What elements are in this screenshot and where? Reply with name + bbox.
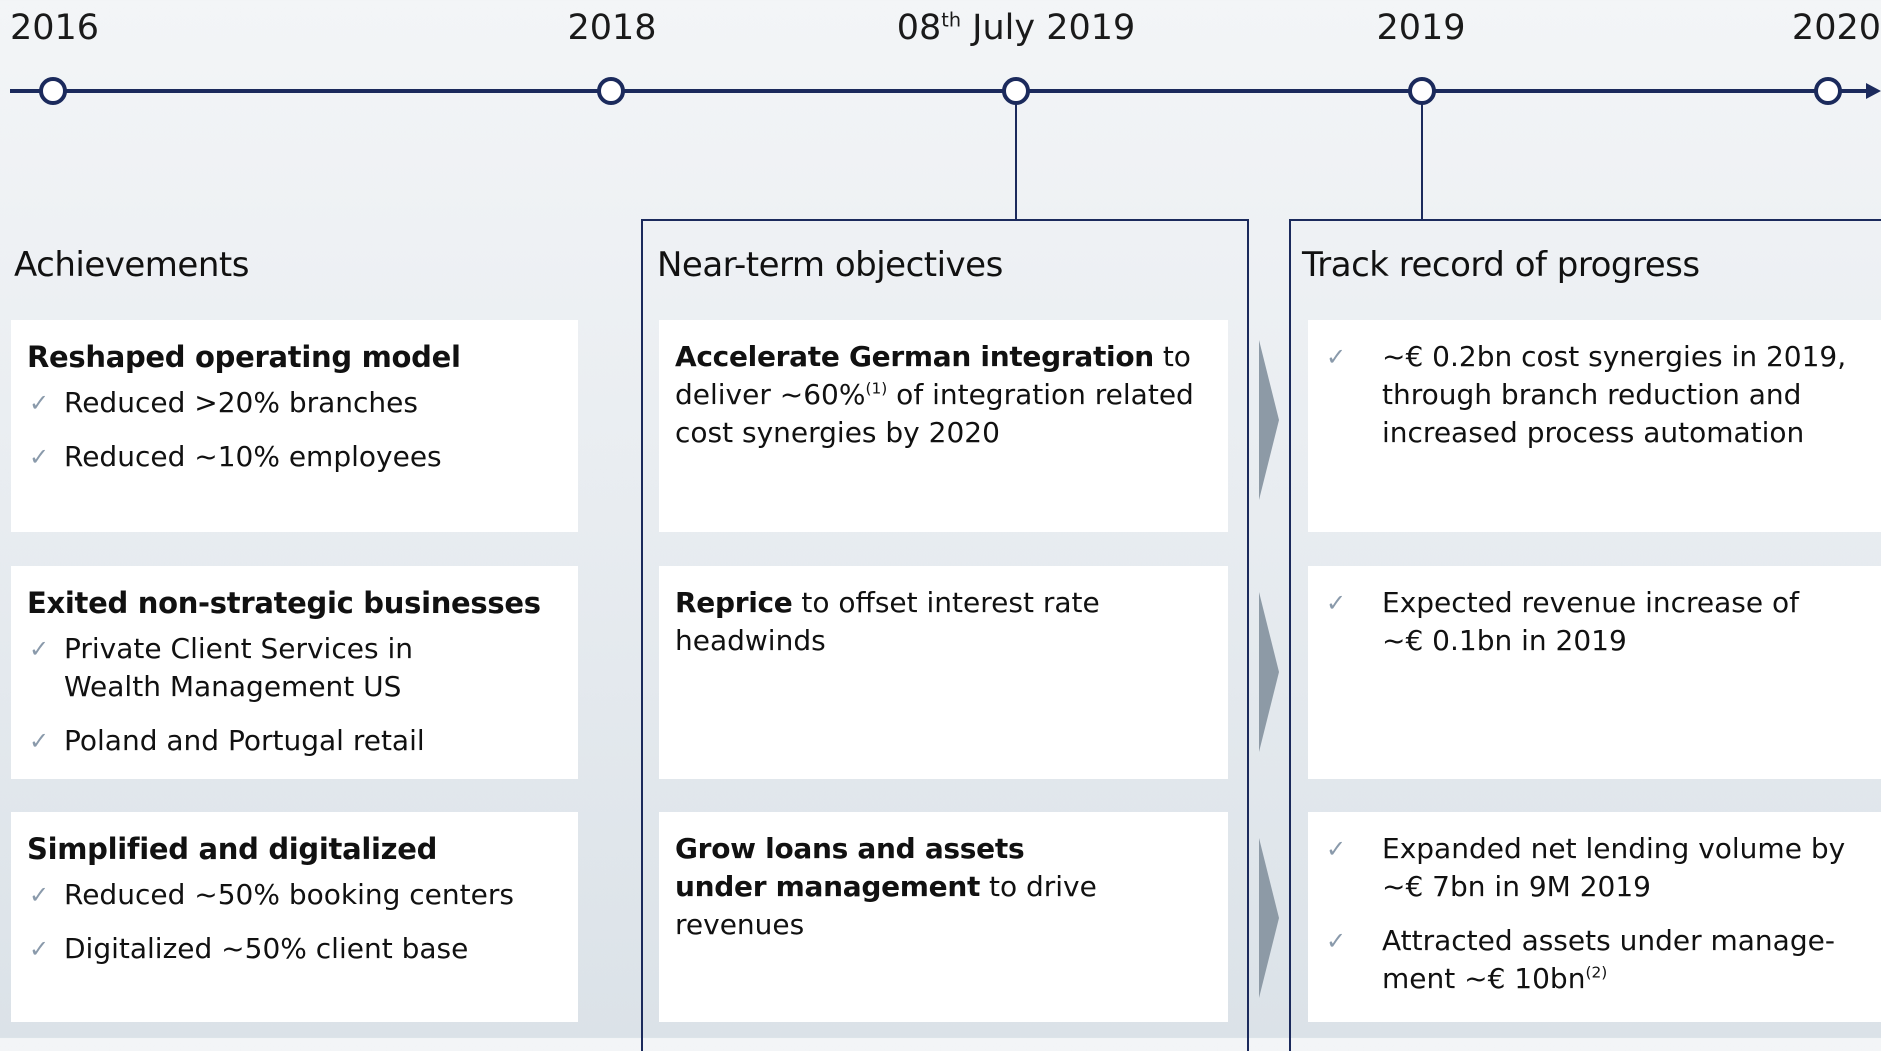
timeline-label: 2019 xyxy=(1376,8,1466,48)
timeline-label: 2018 xyxy=(567,8,657,48)
track-frame xyxy=(1289,219,1881,1051)
superscript: th xyxy=(941,8,962,32)
list: Private Client Services in Wealth Manage… xyxy=(27,630,562,760)
card: Expected revenue increase of ~€ 0.1bn in… xyxy=(1308,566,1881,779)
timeline-nodes xyxy=(39,77,1842,105)
superscript: (2) xyxy=(1585,963,1608,982)
chevrons xyxy=(1259,340,1279,998)
item: ~€ 0.2bn cost synergies in 2019, through… xyxy=(1324,338,1871,452)
node xyxy=(39,77,67,105)
text: to deliver ~60% xyxy=(675,340,1191,411)
card: Reshaped operating model Reduced >20% br… xyxy=(11,320,578,532)
item: Attracted assets under manage-ment ~€ 10… xyxy=(1324,922,1871,998)
item: Reduced ~10% employees xyxy=(27,438,562,476)
label-part: July 2019 xyxy=(961,8,1136,48)
column-title: Near-term objectives xyxy=(657,245,1003,285)
bold-text: Accelerate German integration xyxy=(675,340,1154,373)
list: ~€ 0.2bn cost synergies in 2019, through… xyxy=(1324,338,1871,452)
list: Reduced >20% branches Reduced ~10% employ… xyxy=(27,384,562,476)
superscript: (1) xyxy=(865,379,888,398)
card: Simplified and digitalized Reduced ~50% … xyxy=(11,812,578,1022)
timeline-label: 2020 xyxy=(1791,8,1881,48)
list: Expected revenue increase of ~€ 0.1bn in… xyxy=(1324,584,1831,660)
item: Digitalized ~50% client base xyxy=(27,930,562,968)
card: ~€ 0.2bn cost synergies in 2019, through… xyxy=(1308,320,1881,532)
label-part: 08 xyxy=(896,8,942,48)
node xyxy=(1814,77,1842,105)
card-heading: Exited non-strategic businesses xyxy=(27,586,541,620)
card-heading: Simplified and digitalized xyxy=(27,832,438,866)
chevron xyxy=(1259,340,1279,500)
card: Accelerate German integration to deliver… xyxy=(659,320,1228,532)
column-title: Achievements xyxy=(14,245,249,285)
chevron xyxy=(1259,592,1279,752)
text: to offset interest rate headwinds xyxy=(675,586,1100,657)
card: Expanded net lending volume by ~€ 7bn in… xyxy=(1308,812,1881,1022)
text: Attracted assets under manage-ment ~€ 10… xyxy=(1382,924,1835,995)
item: Expected revenue increase of ~€ 0.1bn in… xyxy=(1324,584,1831,660)
list: Expanded net lending volume by ~€ 7bn in… xyxy=(1324,830,1871,998)
list: Reduced ~50% booking centers Digitalized … xyxy=(27,876,562,968)
node xyxy=(1002,77,1030,105)
timeline-label: 2016 xyxy=(10,8,100,48)
card: Exited non-strategic businesses Private … xyxy=(11,566,578,779)
text: to drive revenues xyxy=(675,870,1097,941)
bold-text: Grow loans and assets under management xyxy=(675,832,1025,903)
item: Reduced >20% branches xyxy=(27,384,562,422)
item: Private Client Services in Wealth Manage… xyxy=(27,630,464,706)
objectives-frame xyxy=(641,219,1249,1051)
item: Expanded net lending volume by ~€ 7bn in… xyxy=(1324,830,1871,906)
timeline-label: 08th July 2019 xyxy=(897,8,1136,48)
column-title: Track record of progress xyxy=(1302,245,1700,285)
node xyxy=(597,77,625,105)
card: Reprice to offset interest rate headwind… xyxy=(659,566,1228,779)
bold-text: Reprice xyxy=(675,586,793,619)
card: Grow loans and assets under management t… xyxy=(659,812,1228,1022)
text: of integration related cost synergies by… xyxy=(675,378,1194,449)
item: Reduced ~50% booking centers xyxy=(27,876,562,914)
chevron xyxy=(1259,838,1279,998)
node xyxy=(1408,77,1436,105)
card-heading: Reshaped operating model xyxy=(27,340,461,374)
timeline-arrow xyxy=(1866,83,1881,99)
item: Poland and Portugal retail xyxy=(27,722,562,760)
